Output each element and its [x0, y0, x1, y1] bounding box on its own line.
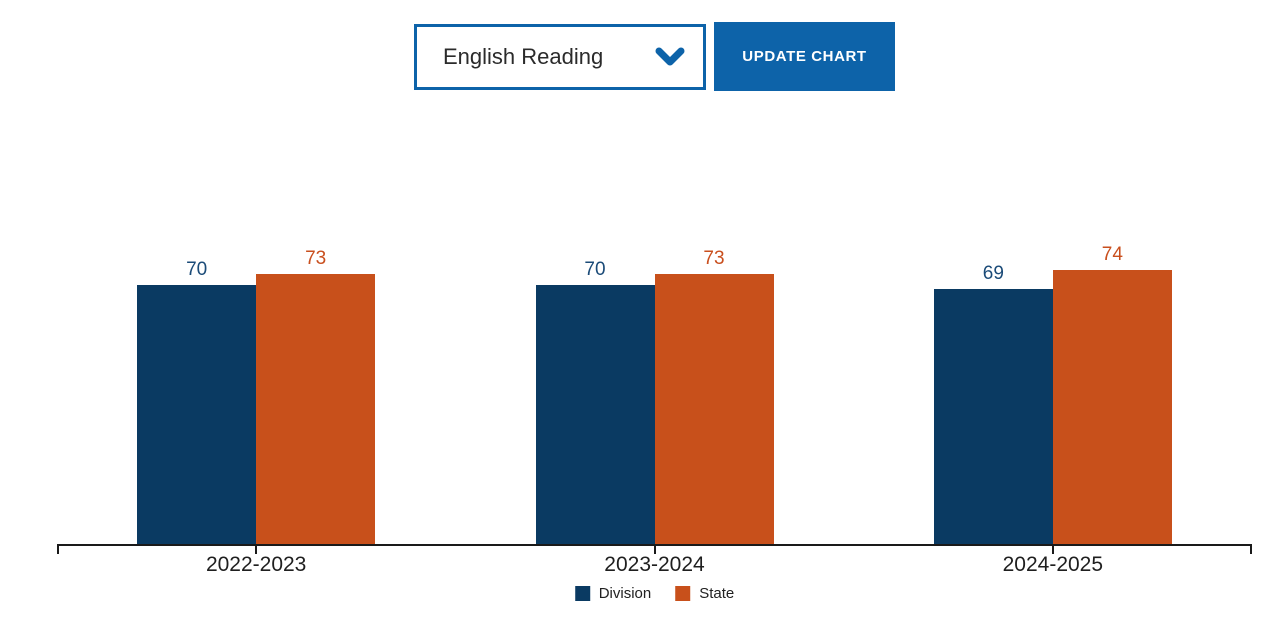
- bar-value-state: 73: [703, 248, 725, 270]
- bar-state: [1052, 270, 1172, 545]
- subject-dropdown-value: English Reading: [443, 44, 604, 69]
- axis-tick: [653, 544, 656, 554]
- legend-item-state: State: [675, 585, 734, 602]
- update-chart-button[interactable]: UPDATE CHART: [714, 22, 895, 91]
- axis-tick: [1051, 544, 1054, 554]
- chevron-down-icon: [655, 47, 685, 67]
- bar-division: [535, 285, 655, 545]
- x-axis-line: [57, 544, 1252, 546]
- legend-swatch-state: [675, 586, 691, 601]
- bar-value-division: 70: [186, 259, 208, 281]
- bar-value-division: 69: [982, 263, 1004, 284]
- x-axis-label: 2022-2023: [205, 553, 307, 576]
- bar-value-division: 70: [584, 259, 606, 281]
- bar-division: [933, 289, 1053, 545]
- bar-division: [137, 285, 257, 545]
- legend-label-division: Division: [598, 585, 652, 602]
- axis-end-tick-right: [1250, 544, 1252, 554]
- x-axis-label: 2024-2025: [1002, 553, 1104, 576]
- legend-item-division: Division: [574, 585, 652, 602]
- axis-tick: [255, 544, 258, 554]
- bar-value-state: 74: [1101, 244, 1123, 266]
- bar-state: [654, 274, 774, 545]
- subject-dropdown[interactable]: English Reading: [414, 24, 706, 90]
- chart-legend: Division State: [574, 585, 734, 602]
- axis-end-tick-left: [57, 544, 59, 554]
- bar-state: [256, 274, 376, 545]
- bar-value-state: 73: [305, 248, 327, 270]
- x-axis-label: 2023-2024: [604, 553, 705, 576]
- legend-label-state: State: [699, 585, 735, 602]
- legend-swatch-division: [574, 586, 590, 601]
